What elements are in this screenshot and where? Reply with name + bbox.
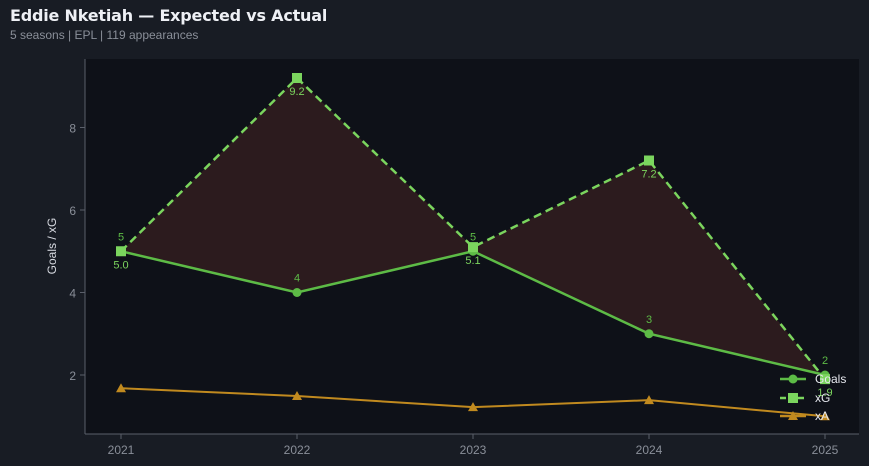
goals-value-label: 3 — [646, 314, 652, 326]
legend: Goals xG xA — [780, 372, 846, 423]
xa-marker — [292, 391, 302, 401]
xg-value-label: 5.1 — [465, 255, 480, 267]
legend-label: Goals — [815, 372, 846, 386]
chart-title: Eddie Nketiah — Expected vs Actual — [10, 6, 328, 25]
xg-value-label: 1.9 — [817, 387, 832, 399]
xa-marker — [820, 411, 830, 421]
x-tick-label: 2023 — [460, 443, 487, 457]
xg-value-label: 5.0 — [113, 259, 128, 271]
xg-value-label: 7.2 — [641, 169, 656, 181]
xg-marker — [644, 155, 654, 166]
xg-marker — [820, 374, 830, 385]
legend-square-icon — [788, 393, 798, 403]
x-tick-label: 2022 — [284, 443, 311, 457]
xa-marker — [116, 383, 126, 393]
legend-triangle-icon — [788, 411, 798, 420]
legend-label: xA — [815, 409, 829, 423]
y-tick-label: 2 — [69, 369, 76, 383]
y-tick-label: 8 — [69, 122, 76, 136]
goals-value-label: 4 — [294, 273, 300, 285]
chart-subtitle: 5 seasons | EPL | 119 appearances — [10, 28, 199, 42]
goals-value-label: 5 — [470, 231, 476, 243]
xg-value-label: 9.2 — [289, 86, 304, 98]
axes: 2 4 6 8 2021 2022 2023 2024 2025 — [69, 59, 859, 457]
y-tick-label: 4 — [69, 287, 76, 301]
goals-marker — [292, 288, 302, 297]
xg-marker — [116, 246, 126, 257]
goals-value-label: 2 — [822, 355, 828, 367]
xg-marker — [468, 242, 478, 253]
x-tick-label: 2025 — [812, 443, 839, 457]
xg-line — [120, 76, 826, 380]
legend-item-xa: xA — [780, 409, 829, 423]
xg-marker — [292, 73, 302, 83]
legend-item-xg: xG — [780, 391, 830, 405]
series-layer — [116, 73, 830, 421]
legend-circle-icon — [788, 374, 798, 384]
goals-value-label: 5 — [118, 231, 124, 243]
goals-xg-gap-fill — [121, 78, 825, 380]
x-tick-label: 2024 — [636, 443, 663, 457]
goals-marker — [644, 329, 654, 339]
point-labels: 5 4 5 3 2 5.0 9.2 5.1 7.2 1.9 — [113, 86, 832, 399]
xa-marker — [644, 395, 654, 405]
chart-header: Eddie Nketiah — Expected vs Actual 5 sea… — [10, 6, 327, 42]
x-tick-label: 2021 — [108, 443, 135, 457]
xa-marker — [468, 402, 478, 412]
y-tick-label: 6 — [69, 204, 76, 218]
legend-label: xG — [815, 391, 830, 405]
legend-item-goals: Goals — [780, 372, 846, 386]
y-axis-label: Goals / xG — [45, 218, 59, 275]
